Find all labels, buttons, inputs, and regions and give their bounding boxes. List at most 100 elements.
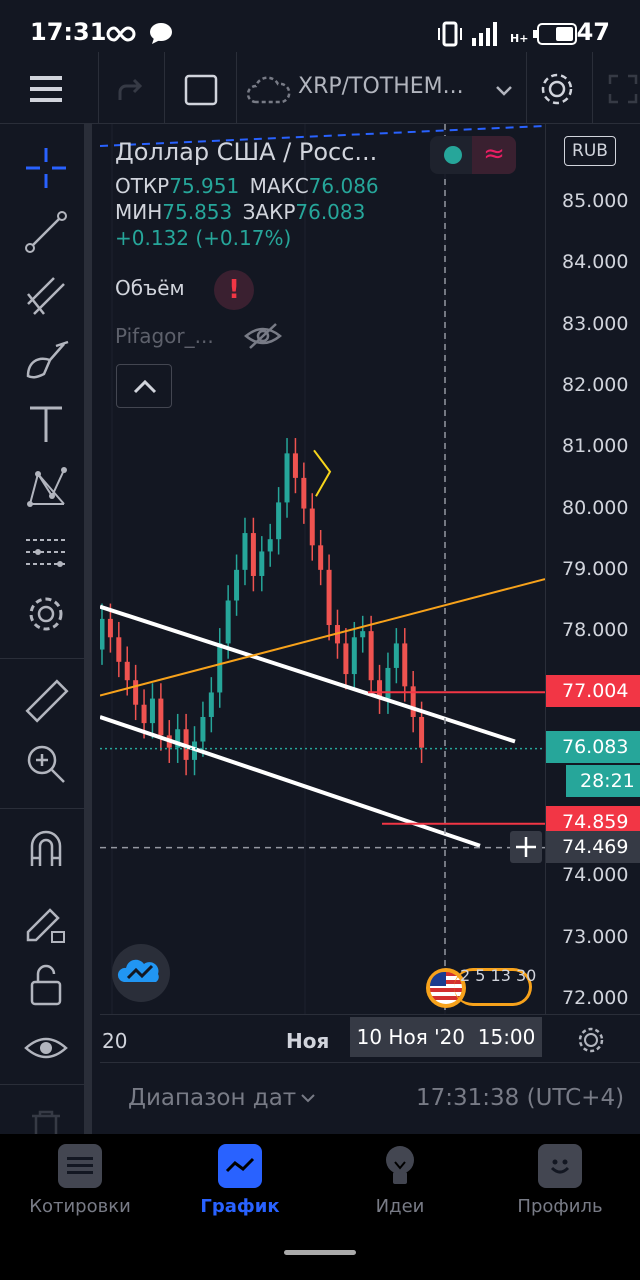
axis-settings-icon[interactable] [576,1025,606,1055]
unlock-icon[interactable] [26,964,66,1008]
menu-icon[interactable] [28,72,64,106]
candle-body-18 [250,533,256,576]
chevron-up-icon [133,379,157,394]
ruler-icon[interactable] [22,676,72,726]
channel-upper-line[interactable] [100,604,516,744]
home-indicator[interactable] [284,1250,356,1255]
price-tick-2: 83.000 [562,312,629,335]
cloud-logo-icon [117,959,159,982]
chevron-down-icon[interactable] [494,84,514,98]
orange-trend-line[interactable] [100,578,545,697]
candle-body-35 [393,643,399,668]
price-scale[interactable]: RUB 85.000 84.000 83.000 82.000 81.000 80.000… [545,124,640,1014]
redo-icon[interactable] [116,78,146,104]
candle-body-25 [309,508,315,546]
high-label: МАКС [249,174,309,198]
candle-body-34 [385,667,391,699]
top-toolbar: XRP/TOTHEM... [0,52,640,124]
settings-icon[interactable] [26,594,66,634]
zoom-in-icon[interactable] [24,742,68,786]
volume-label[interactable]: Объём [115,276,185,300]
peak-marker[interactable] [313,449,332,497]
candle-body-13 [208,692,214,717]
magnet-icon[interactable] [24,826,68,870]
add-alert-button[interactable] [510,831,542,863]
lock-drawing-icon[interactable] [24,902,68,946]
candle-body-36 [402,643,408,687]
candle-body-9 [175,729,181,748]
trend-line-icon[interactable] [24,210,68,254]
text-tool-icon[interactable] [24,402,68,446]
candle-body-26 [318,545,324,570]
countdown-label: 28:21 [566,765,640,797]
price-chart[interactable] [100,124,545,1014]
brush-icon[interactable] [24,338,72,382]
time-label-crosshair: 10 Ноя '20 15:00 [350,1017,542,1057]
change-value: +0.132 (+0.17%) [115,226,292,250]
chart-pane[interactable] [100,124,545,1014]
nav-profile-label: Профиль [517,1196,603,1217]
open-label: ОТКР [115,174,170,198]
low-label: МИН [115,200,163,224]
event-labels: 2 5 13 30 [460,966,537,985]
smile-icon [538,1144,582,1188]
dashed-blue-line[interactable] [100,125,545,147]
fib-tool-icon[interactable] [24,274,68,318]
logo-button[interactable] [112,944,170,1002]
symbol-selector[interactable]: XRP/TOTHEM... [298,74,464,99]
candle-body-19 [259,551,265,576]
trash-icon[interactable] [30,1110,62,1134]
chevron-down-icon[interactable] [300,1093,316,1105]
price-label-crosshair: 74.469 [546,831,640,863]
open-value: 75.951 [169,174,240,198]
price-tick-6: 79.000 [562,557,629,580]
candle-body-16 [234,569,240,601]
nav-ideas[interactable]: Идеи [320,1144,480,1217]
alert-icon[interactable]: ! [214,270,254,310]
ohlc-row-1: ОТКР75.951 МАКС76.086 [115,174,535,198]
currency-badge[interactable]: RUB [564,136,616,166]
gear-icon[interactable] [538,70,576,108]
price-tick-10: 72.000 [562,987,629,1009]
nav-profile[interactable]: Профиль [480,1144,640,1217]
indicator-label[interactable]: Pifagor_... [115,324,214,348]
market-open-dot [444,146,462,164]
square-icon[interactable] [184,74,218,108]
legend-status-pill[interactable]: ≈ [430,136,516,174]
candle-body-21 [276,502,282,540]
wave-icon: ≈ [472,136,516,174]
prediction-icon[interactable] [24,530,70,574]
crosshair-icon[interactable] [24,146,68,190]
battery-icon [533,23,577,45]
nav-chart[interactable]: График [160,1144,320,1217]
date-range-button[interactable]: Диапазон дат [128,1085,297,1111]
candle-body-15 [225,600,231,644]
collapse-legend-button[interactable] [116,364,172,408]
candle-body-20 [267,539,273,552]
chat-icon [150,23,172,44]
economic-events[interactable]: 2 5 13 30 [420,966,538,1008]
pattern-icon[interactable] [24,466,70,510]
candle-body-12 [200,716,206,742]
eye-icon[interactable] [24,1028,68,1068]
symbol-title[interactable]: Доллар США / Росс... [115,138,378,166]
status-time: 17:31 [30,18,107,46]
low-value: 75.853 [162,200,233,224]
nav-quotes-label: Котировки [29,1196,131,1217]
price-tick-7: 78.000 [562,619,629,642]
nav-quotes[interactable]: Котировки [0,1144,160,1217]
time-axis[interactable]: 20 Ноя 10 Ноя '20 15:00 [100,1014,640,1062]
plus-icon [516,837,536,857]
eye-hidden-icon[interactable] [244,320,282,352]
price-tick-1: 84.000 [562,251,629,274]
clock-timezone[interactable]: 17:31:38 (UTC+4) [416,1085,625,1111]
candle-body-7 [158,698,164,736]
fullscreen-icon[interactable] [608,74,638,104]
price-tick-5: 80.000 [562,496,629,519]
candle-body-24 [301,477,307,509]
bottom-bar: Диапазон дат 17:31:38 (UTC+4) [100,1062,640,1134]
close-label: ЗАКР [242,200,296,224]
cloud-icon [246,76,291,104]
candle-body-38 [419,716,425,748]
candle-body-2 [116,637,122,662]
